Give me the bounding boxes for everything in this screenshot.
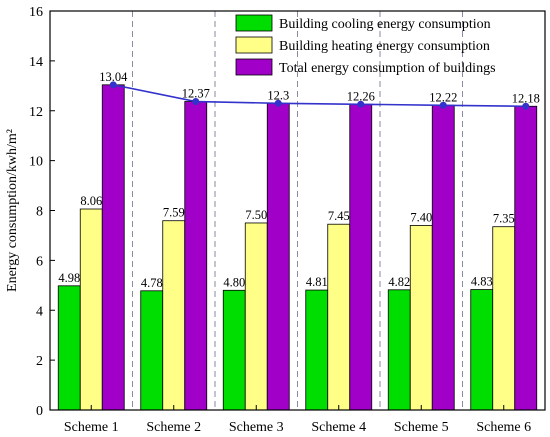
axes: 0 2 4 6 8 10 12 14 16 Scheme 1 Scheme 2 Scheme 3 Sch… — [29, 5, 531, 435]
bar-heating — [244, 222, 268, 411]
data-label: 12.26 — [347, 89, 375, 103]
bar-total — [184, 101, 208, 411]
bar-total — [266, 102, 290, 411]
bar-cooling — [305, 289, 329, 411]
data-label: 4.83 — [471, 275, 493, 289]
trend-point — [274, 99, 282, 107]
category-separators — [132, 11, 463, 410]
legend: Building cooling energy consumption Build… — [235, 14, 496, 76]
data-label: 7.45 — [328, 209, 350, 223]
bar-cooling — [470, 289, 494, 411]
y-axis-title: Energy consumption/kwh/m² — [5, 129, 20, 292]
bar-total — [101, 84, 125, 411]
bar-cooling — [387, 289, 411, 411]
bar-total — [514, 105, 538, 411]
data-label: 12.3 — [267, 88, 289, 102]
data-label: 4.78 — [141, 276, 163, 290]
data-labels: 4.98 8.06 13.04 4.78 7.59 12.37 4.80 7.50 12.3 4.… — [58, 70, 540, 290]
x-tick-label: Scheme 1 — [64, 420, 119, 435]
bar-total — [431, 104, 455, 411]
bar-heating — [492, 226, 516, 411]
bar-cooling — [57, 285, 81, 411]
y-tick-label: 4 — [36, 304, 43, 319]
trend-point — [522, 102, 530, 110]
data-label: 7.59 — [163, 206, 185, 220]
total-trend-line — [109, 81, 530, 110]
bars — [57, 84, 538, 411]
data-label: 4.82 — [388, 275, 410, 289]
y-tick-label: 16 — [29, 5, 43, 20]
legend-label: Building cooling energy consumption — [279, 17, 491, 32]
x-tick-label: Scheme 4 — [311, 420, 366, 435]
data-label: 12.18 — [512, 91, 540, 105]
bar-heating — [327, 223, 351, 411]
legend-swatch — [235, 58, 273, 76]
bar-cooling — [222, 289, 246, 411]
trend-point — [357, 100, 365, 108]
y-tick-label: 12 — [29, 105, 43, 120]
data-label: 7.40 — [410, 210, 432, 224]
y-tick-label: 2 — [36, 354, 43, 369]
legend-swatch — [235, 36, 273, 54]
y-tick-label: 0 — [36, 404, 43, 419]
bar-heating — [79, 208, 103, 411]
x-tick-label: Scheme 6 — [476, 420, 531, 435]
bar-heating — [162, 220, 186, 411]
legend-label: Total energy consumption of buildings — [279, 61, 496, 76]
data-label: 7.35 — [493, 212, 515, 226]
y-tick-label: 6 — [36, 254, 43, 269]
data-label: 4.80 — [223, 275, 245, 289]
x-tick-label: Scheme 3 — [229, 420, 284, 435]
legend-label: Building heating energy consumption — [279, 39, 490, 54]
data-label: 4.98 — [58, 271, 80, 285]
y-tick-label: 10 — [29, 155, 43, 170]
bar-heating — [409, 225, 433, 411]
data-label: 4.81 — [306, 275, 328, 289]
x-tick-label: Scheme 2 — [146, 420, 201, 435]
legend-swatch — [235, 14, 273, 32]
trend-point — [109, 81, 117, 89]
trend-line — [113, 84, 526, 108]
bar-total — [349, 103, 373, 411]
data-label: 12.22 — [429, 90, 457, 104]
bar-cooling — [140, 290, 164, 411]
data-label: 13.04 — [99, 70, 128, 84]
data-label: 8.06 — [80, 194, 102, 208]
x-tick-label: Scheme 5 — [394, 420, 449, 435]
trend-point — [192, 98, 200, 106]
y-tick-label: 8 — [36, 205, 43, 220]
data-label: 12.37 — [182, 87, 210, 101]
trend-point — [439, 101, 447, 109]
data-label: 7.50 — [245, 208, 267, 222]
y-tick-label: 14 — [29, 55, 43, 70]
